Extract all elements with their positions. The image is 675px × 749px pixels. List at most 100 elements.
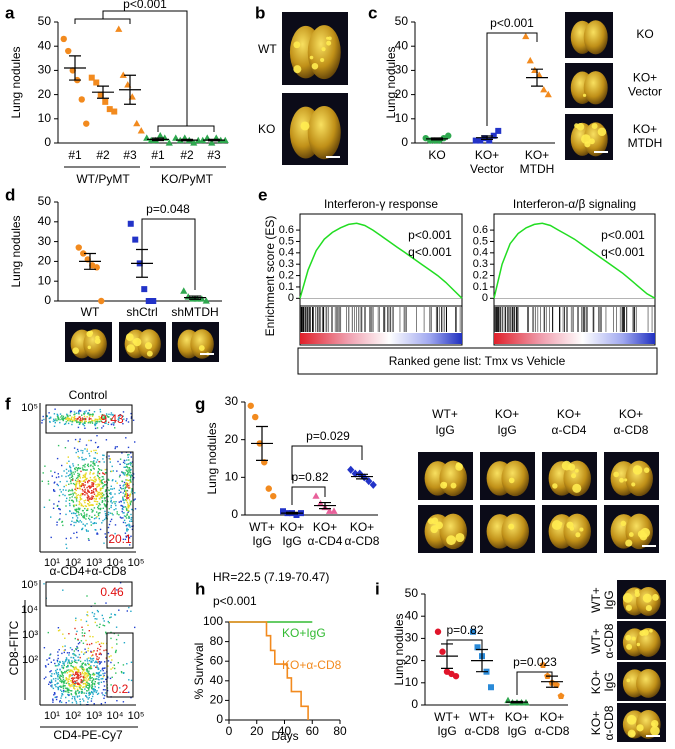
event-dot <box>90 479 92 481</box>
event-dot <box>127 421 130 423</box>
event-dot <box>43 677 46 680</box>
event-dot <box>86 513 88 515</box>
event-dot <box>63 664 65 667</box>
event-dot <box>73 687 75 689</box>
gate-value: 0.46 <box>100 585 124 599</box>
event-dot <box>86 450 88 452</box>
event-dot <box>85 651 87 653</box>
event-dot <box>100 681 103 683</box>
event-dot <box>98 674 100 676</box>
event-dot <box>82 483 84 485</box>
event-dot <box>60 670 63 673</box>
event-dot <box>53 418 55 420</box>
event-dot <box>85 515 88 517</box>
event-dot <box>68 676 70 678</box>
event-dot <box>88 643 91 646</box>
event-dot <box>104 498 106 500</box>
event-dot <box>76 469 79 471</box>
event-dot <box>56 457 59 460</box>
x-tick-label: MTDH <box>520 162 555 176</box>
event-dot <box>127 507 130 509</box>
event-dot <box>82 423 84 425</box>
event-dot <box>86 673 88 675</box>
event-dot <box>78 521 80 523</box>
event-dot <box>68 674 71 676</box>
event-dot <box>83 515 85 517</box>
event-dot <box>98 472 101 475</box>
event-dot <box>67 693 69 696</box>
event-dot <box>110 497 112 499</box>
event-dot <box>53 673 56 675</box>
event-dot <box>73 674 76 677</box>
event-dot <box>78 508 81 511</box>
event-dot <box>88 414 91 416</box>
lung-lobe <box>307 105 341 160</box>
event-dot <box>100 661 103 663</box>
event-dot <box>97 446 100 448</box>
event-dot <box>126 473 129 476</box>
event-dot <box>125 484 127 487</box>
y-tick-label: 0 <box>411 697 418 711</box>
x-tick-label: KO+ <box>475 148 499 162</box>
x-tick-label: 40 <box>278 724 292 738</box>
y-axis-label: Lung nodules <box>9 46 23 118</box>
event-dot <box>78 473 81 475</box>
event-dot <box>90 658 92 660</box>
event-dot <box>90 439 92 442</box>
event-dot <box>73 677 76 679</box>
event-dot <box>89 465 92 467</box>
event-dot <box>102 617 104 620</box>
event-dot <box>122 521 125 524</box>
event-dot <box>130 468 132 471</box>
event-dot <box>43 506 46 508</box>
event-dot <box>75 485 77 488</box>
event-dot <box>77 520 79 522</box>
event-dot <box>96 665 98 667</box>
lung-lobe <box>636 669 661 698</box>
y-tick-label: 20 <box>210 693 224 707</box>
event-dot <box>108 656 110 658</box>
event-dot <box>74 637 76 640</box>
event-dot <box>94 690 96 692</box>
event-dot <box>118 417 120 419</box>
data-point <box>172 134 180 141</box>
event-dot <box>86 675 88 677</box>
event-dot <box>59 413 62 415</box>
event-dot <box>104 694 106 697</box>
event-dot <box>127 535 129 537</box>
x-tick-label: #3 <box>207 148 221 162</box>
event-dot <box>63 663 65 665</box>
event-dot <box>69 410 72 412</box>
data-point <box>65 47 72 55</box>
event-dot <box>86 683 88 686</box>
event-dot <box>76 673 78 676</box>
event-dot <box>97 678 99 680</box>
event-dot <box>71 419 73 421</box>
event-dot <box>58 476 60 478</box>
event-dot <box>97 611 99 613</box>
event-dot <box>63 470 65 472</box>
event-dot <box>79 672 81 674</box>
event-dot <box>93 674 95 676</box>
event-dot <box>82 523 84 525</box>
event-dot <box>81 528 83 531</box>
event-dot <box>122 487 125 490</box>
event-dot <box>130 516 133 519</box>
nodule <box>582 93 587 97</box>
event-dot <box>81 688 83 691</box>
event-dot <box>65 513 67 516</box>
sem-bar <box>531 68 543 87</box>
event-dot <box>125 419 127 422</box>
nodule <box>572 483 582 493</box>
event-dot <box>42 415 44 418</box>
event-dot <box>123 512 125 514</box>
event-dot <box>90 666 92 668</box>
event-dot <box>114 667 116 670</box>
event-dot <box>99 674 101 677</box>
event-dot <box>120 491 122 493</box>
event-dot <box>76 630 78 633</box>
event-dot <box>105 514 107 517</box>
event-dot <box>62 687 65 690</box>
event-dot <box>71 496 73 498</box>
